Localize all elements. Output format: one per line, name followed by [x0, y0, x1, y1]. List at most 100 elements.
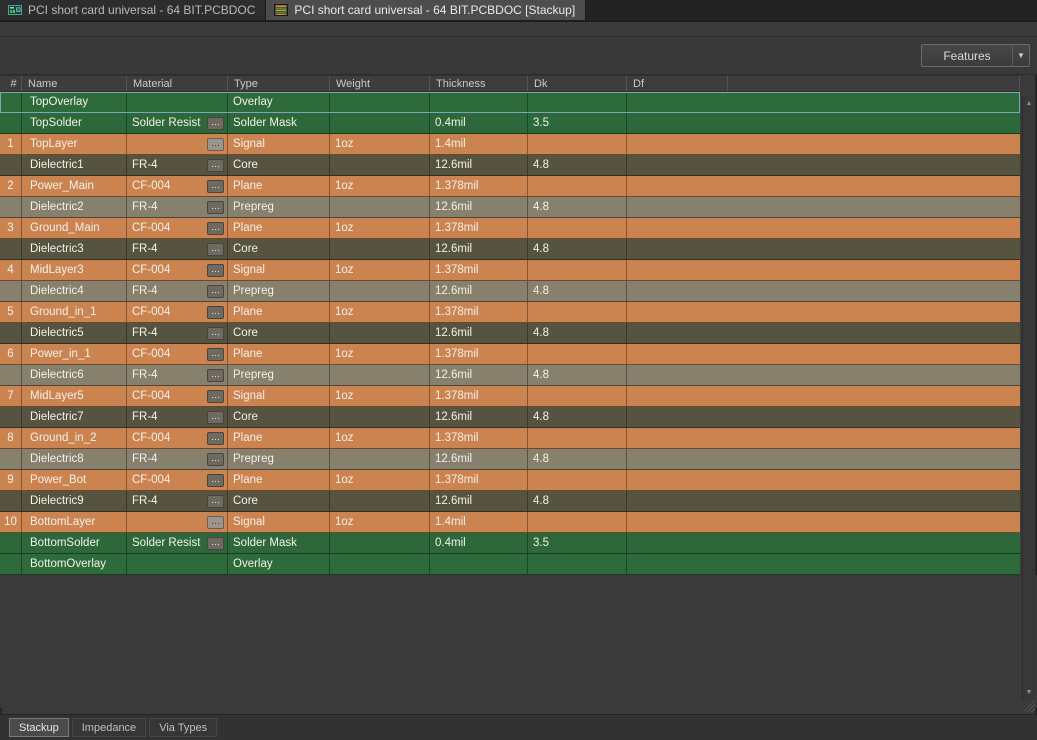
cell-weight[interactable] — [330, 491, 430, 511]
cell-name[interactable]: Ground_in_1 — [22, 302, 127, 322]
cell-type[interactable]: Prepreg — [228, 365, 330, 385]
cell-type[interactable]: Overlay — [228, 554, 330, 574]
cell-dk[interactable]: 4.8 — [528, 239, 627, 259]
stackup-row-Ground_Main[interactable]: 3 Ground_Main CF-004 ··· Plane 1oz 1.378mil — [0, 218, 1020, 239]
cell-type[interactable]: Plane — [228, 218, 330, 238]
stackup-row-Dielectric8[interactable]: Dielectric8 FR-4 ··· Prepreg 12.6mil 4.8 — [0, 449, 1020, 470]
stackup-row-Dielectric4[interactable]: Dielectric4 FR-4 ··· Prepreg 12.6mil 4.8 — [0, 281, 1020, 302]
stackup-row-Power_Bot[interactable]: 9 Power_Bot CF-004 ··· Plane 1oz 1.378mil — [0, 470, 1020, 491]
cell-thickness[interactable]: 1.378mil — [430, 260, 528, 280]
cell-weight[interactable]: 1oz — [330, 512, 430, 532]
cell-thickness[interactable]: 1.4mil — [430, 134, 528, 154]
tab-impedance[interactable]: Impedance — [71, 718, 147, 737]
stackup-row-BottomSolder[interactable]: BottomSolder Solder Resist ··· Solder Mask 0… — [0, 533, 1020, 554]
cell-dk[interactable]: 4.8 — [528, 365, 627, 385]
cell-weight[interactable] — [330, 323, 430, 343]
stackup-row-Dielectric6[interactable]: Dielectric6 FR-4 ··· Prepreg 12.6mil 4.8 — [0, 365, 1020, 386]
cell-material[interactable]: CF-004 ··· — [127, 470, 228, 490]
cell-type[interactable]: Prepreg — [228, 197, 330, 217]
cell-material[interactable]: FR-4 ··· — [127, 365, 228, 385]
cell-df[interactable] — [627, 365, 1020, 385]
column-header-material[interactable]: Material — [127, 76, 228, 91]
stackup-row-TopSolder[interactable]: TopSolder Solder Resist ··· Solder Mask 0.4m… — [0, 113, 1020, 134]
cell-df[interactable] — [627, 113, 1020, 133]
cell-weight[interactable] — [330, 533, 430, 553]
cell-name[interactable]: Dielectric2 — [22, 197, 127, 217]
cell-name[interactable]: Power_Main — [22, 176, 127, 196]
cell-dk[interactable] — [528, 470, 627, 490]
cell-weight[interactable] — [330, 92, 430, 112]
cell-dk[interactable]: 4.8 — [528, 155, 627, 175]
cell-dk[interactable]: 4.8 — [528, 407, 627, 427]
material-browse-button[interactable]: ··· — [207, 536, 224, 550]
cell-num[interactable] — [0, 155, 22, 175]
cell-thickness[interactable]: 1.378mil — [430, 344, 528, 364]
cell-weight[interactable]: 1oz — [330, 470, 430, 490]
cell-weight[interactable] — [330, 449, 430, 469]
cell-thickness[interactable]: 12.6mil — [430, 323, 528, 343]
cell-df[interactable] — [627, 155, 1020, 175]
cell-weight[interactable]: 1oz — [330, 386, 430, 406]
cell-type[interactable]: Core — [228, 323, 330, 343]
stackup-row-TopLayer[interactable]: 1 TopLayer ··· Signal 1oz 1.4mil — [0, 134, 1020, 155]
cell-dk[interactable] — [528, 344, 627, 364]
cell-weight[interactable]: 1oz — [330, 428, 430, 448]
stackup-row-BottomLayer[interactable]: 10 BottomLayer ··· Signal 1oz 1.4mil — [0, 512, 1020, 533]
cell-thickness[interactable]: 12.6mil — [430, 281, 528, 301]
cell-num[interactable] — [0, 365, 22, 385]
cell-num[interactable] — [0, 533, 22, 553]
cell-material[interactable]: FR-4 ··· — [127, 239, 228, 259]
cell-dk[interactable]: 4.8 — [528, 449, 627, 469]
stackup-row-Dielectric9[interactable]: Dielectric9 FR-4 ··· Core 12.6mil 4.8 — [0, 491, 1020, 512]
cell-weight[interactable] — [330, 155, 430, 175]
cell-weight[interactable]: 1oz — [330, 134, 430, 154]
stackup-row-Ground_in_2[interactable]: 8 Ground_in_2 CF-004 ··· Plane 1oz 1.378mil — [0, 428, 1020, 449]
cell-df[interactable] — [627, 134, 1020, 154]
cell-thickness[interactable] — [430, 554, 528, 574]
cell-name[interactable]: MidLayer5 — [22, 386, 127, 406]
cell-df[interactable] — [627, 260, 1020, 280]
cell-name[interactable]: TopLayer — [22, 134, 127, 154]
cell-weight[interactable]: 1oz — [330, 344, 430, 364]
cell-type[interactable]: Plane — [228, 302, 330, 322]
cell-type[interactable]: Signal — [228, 260, 330, 280]
cell-thickness[interactable]: 0.4mil — [430, 113, 528, 133]
scroll-up-icon[interactable]: ▲ — [1025, 100, 1033, 107]
cell-name[interactable]: Ground_in_2 — [22, 428, 127, 448]
cell-df[interactable] — [627, 302, 1020, 322]
cell-thickness[interactable]: 1.378mil — [430, 428, 528, 448]
cell-name[interactable]: Dielectric9 — [22, 491, 127, 511]
cell-name[interactable]: BottomOverlay — [22, 554, 127, 574]
cell-weight[interactable]: 1oz — [330, 176, 430, 196]
cell-dk[interactable] — [528, 302, 627, 322]
vertical-scrollbar[interactable]: ▲ ▼ — [1022, 96, 1035, 700]
cell-num[interactable]: 7 — [0, 386, 22, 406]
column-header-weight[interactable]: Weight — [330, 76, 430, 91]
cell-dk[interactable] — [528, 218, 627, 238]
features-button-label[interactable]: Features — [922, 45, 1013, 66]
cell-weight[interactable]: 1oz — [330, 302, 430, 322]
stackup-row-TopOverlay[interactable]: TopOverlay Overlay — [0, 92, 1020, 113]
cell-dk[interactable]: 3.5 — [528, 113, 627, 133]
material-browse-button[interactable]: ··· — [207, 221, 224, 235]
cell-name[interactable]: Dielectric1 — [22, 155, 127, 175]
cell-num[interactable] — [0, 407, 22, 427]
cell-thickness[interactable]: 12.6mil — [430, 407, 528, 427]
cell-name[interactable]: MidLayer3 — [22, 260, 127, 280]
features-button[interactable]: Features ▼ — [921, 44, 1030, 67]
cell-df[interactable] — [627, 176, 1020, 196]
cell-weight[interactable]: 1oz — [330, 218, 430, 238]
cell-num[interactable]: 5 — [0, 302, 22, 322]
cell-df[interactable] — [627, 323, 1020, 343]
cell-df[interactable] — [627, 512, 1020, 532]
cell-num[interactable]: 9 — [0, 470, 22, 490]
column-header-name[interactable]: Name — [22, 76, 127, 91]
cell-material[interactable]: FR-4 ··· — [127, 323, 228, 343]
cell-df[interactable] — [627, 281, 1020, 301]
cell-num[interactable]: 1 — [0, 134, 22, 154]
cell-dk[interactable] — [528, 134, 627, 154]
stackup-row-Dielectric7[interactable]: Dielectric7 FR-4 ··· Core 12.6mil 4.8 — [0, 407, 1020, 428]
column-header-dk[interactable]: Dk — [528, 76, 627, 91]
cell-material[interactable]: CF-004 ··· — [127, 428, 228, 448]
cell-type[interactable]: Signal — [228, 386, 330, 406]
